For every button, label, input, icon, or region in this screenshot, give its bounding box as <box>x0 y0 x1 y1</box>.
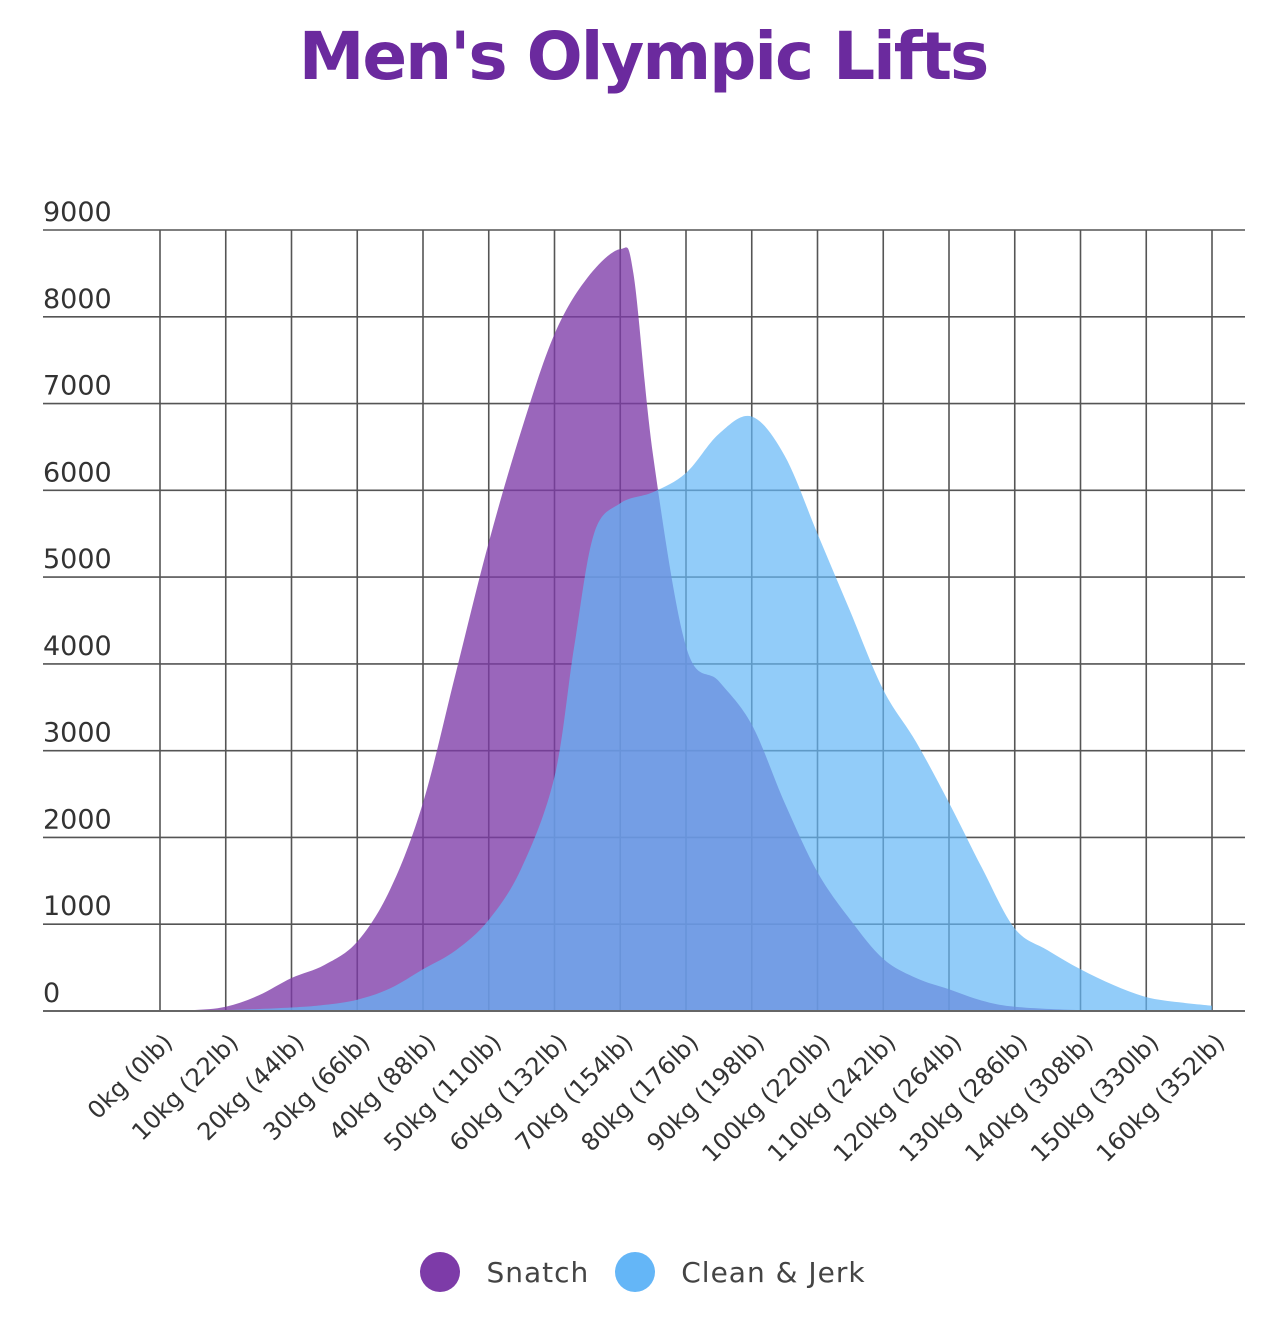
y-tick-label: 0 <box>43 978 60 1009</box>
legend-label: Snatch <box>486 1255 590 1289</box>
y-tick-label: 4000 <box>43 631 112 662</box>
y-tick-label: 8000 <box>43 284 112 315</box>
series-area-clean-and-jerk <box>160 415 1212 1011</box>
legend: Snatch Clean & Jerk <box>0 1252 1286 1292</box>
y-tick-label: 3000 <box>43 718 112 749</box>
legend-swatch <box>615 1252 656 1292</box>
series-areas <box>160 247 1212 1011</box>
y-tick-label: 2000 <box>43 804 112 835</box>
legend-label: Clean & Jerk <box>681 1255 866 1289</box>
y-tick-label: 5000 <box>43 544 112 575</box>
series-area-snatch <box>160 247 1212 1011</box>
legend-item: Snatch <box>420 1252 589 1292</box>
y-tick-label: 9000 <box>43 197 112 228</box>
legend-item: Clean & Jerk <box>615 1252 865 1292</box>
legend-swatch <box>420 1252 461 1292</box>
chart-title: Men's Olympic Lifts <box>298 18 990 95</box>
y-tick-label: 6000 <box>43 457 112 488</box>
y-tick-label: 7000 <box>43 371 112 402</box>
x-axis-ticks: 0kg (0lb)10kg (22lb)20kg (44lb)30kg (66l… <box>82 1028 1230 1167</box>
y-tick-label: 1000 <box>43 891 112 922</box>
y-axis-ticks: 0 1000 2000 3000 4000 5000 6000 7000 8000 9000 <box>43 197 112 1009</box>
